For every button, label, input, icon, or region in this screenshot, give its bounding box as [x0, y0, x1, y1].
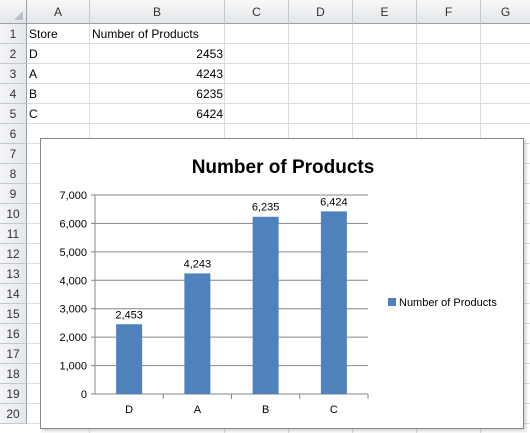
y-tick-label: 7,000 [59, 190, 87, 202]
bar-chart[interactable]: Number of Products 0 1,000 2,000 3,000 4,000 5… [40, 138, 524, 429]
bar-c [320, 211, 347, 394]
legend-swatch [388, 298, 396, 306]
column-header-f[interactable]: F [417, 0, 481, 24]
y-tick-label: 5,000 [59, 247, 87, 259]
row-header-8[interactable]: 8 [0, 164, 27, 184]
row-gridline [27, 83, 530, 84]
row-header-17[interactable]: 17 [0, 344, 27, 364]
cell-a2[interactable]: D [29, 47, 38, 61]
row-gridline [27, 123, 530, 124]
x-tick-label: A [194, 404, 202, 416]
row-header-4[interactable]: 4 [0, 84, 27, 104]
cell-b4[interactable]: 6235 [196, 87, 223, 101]
cell-b5[interactable]: 6424 [196, 107, 223, 121]
chart-title: Number of Products [192, 157, 375, 178]
row-header-6[interactable]: 6 [0, 124, 27, 144]
bar-d [116, 324, 143, 394]
y-tick-label: 0 [81, 389, 87, 401]
column-header-g[interactable]: G [481, 0, 530, 24]
row-header-7[interactable]: 7 [0, 144, 27, 164]
legend-label: Number of Products [399, 297, 497, 309]
row-header-9[interactable]: 9 [0, 184, 27, 204]
cell-b2[interactable]: 2453 [196, 47, 223, 61]
row-header-16[interactable]: 16 [0, 324, 27, 344]
row-header-12[interactable]: 12 [0, 244, 27, 264]
select-all-icon [14, 11, 23, 20]
row-header-18[interactable]: 18 [0, 364, 27, 384]
data-label: 6,235 [252, 202, 280, 214]
row-gridline [27, 63, 530, 64]
column-header-c[interactable]: C [225, 0, 289, 24]
row-header-20[interactable]: 20 [0, 404, 27, 424]
row-header-11[interactable]: 11 [0, 224, 27, 244]
cell-b3[interactable]: 4243 [196, 67, 223, 81]
x-tick-label: C [330, 404, 338, 416]
x-tick-label: D [125, 404, 133, 416]
column-header-e[interactable]: E [353, 0, 417, 24]
row-gridline [27, 103, 530, 104]
row-header-2[interactable]: 2 [0, 44, 27, 64]
y-tick-label: 4,000 [59, 275, 87, 287]
row-header-19[interactable]: 19 [0, 384, 27, 404]
row-header-3[interactable]: 3 [0, 64, 27, 84]
y-tick-label: 3,000 [59, 304, 87, 316]
bar-b [252, 216, 279, 394]
row-gridline [27, 43, 530, 44]
data-label: 4,243 [184, 258, 212, 270]
data-label: 6,424 [320, 196, 348, 208]
row-header-10[interactable]: 10 [0, 204, 27, 224]
column-header-a[interactable]: A [27, 0, 90, 24]
cell-a1[interactable]: Store [29, 27, 58, 41]
y-tick-label: 6,000 [59, 218, 87, 230]
row-header-14[interactable]: 14 [0, 284, 27, 304]
cell-a3[interactable]: A [29, 67, 38, 81]
cell-b1[interactable]: Number of Products [92, 27, 199, 41]
column-header-b[interactable]: B [90, 0, 225, 24]
row-header-1[interactable]: 1 [0, 24, 27, 44]
row-header-15[interactable]: 15 [0, 304, 27, 324]
x-tick-label: B [262, 404, 269, 416]
row-header-13[interactable]: 13 [0, 264, 27, 284]
chart-canvas: Number of Products 0 1,000 2,000 3,000 4,000 5… [59, 157, 497, 416]
y-tick-label: 2,000 [59, 332, 87, 344]
select-all-corner[interactable] [0, 0, 27, 24]
cell-a4[interactable]: B [29, 87, 38, 101]
data-label: 2,453 [115, 309, 143, 321]
column-header-d[interactable]: D [289, 0, 353, 24]
bar-a [184, 273, 211, 394]
row-header-5[interactable]: 5 [0, 104, 27, 124]
y-tick-label: 1,000 [59, 361, 87, 373]
cell-a5[interactable]: C [29, 107, 38, 121]
